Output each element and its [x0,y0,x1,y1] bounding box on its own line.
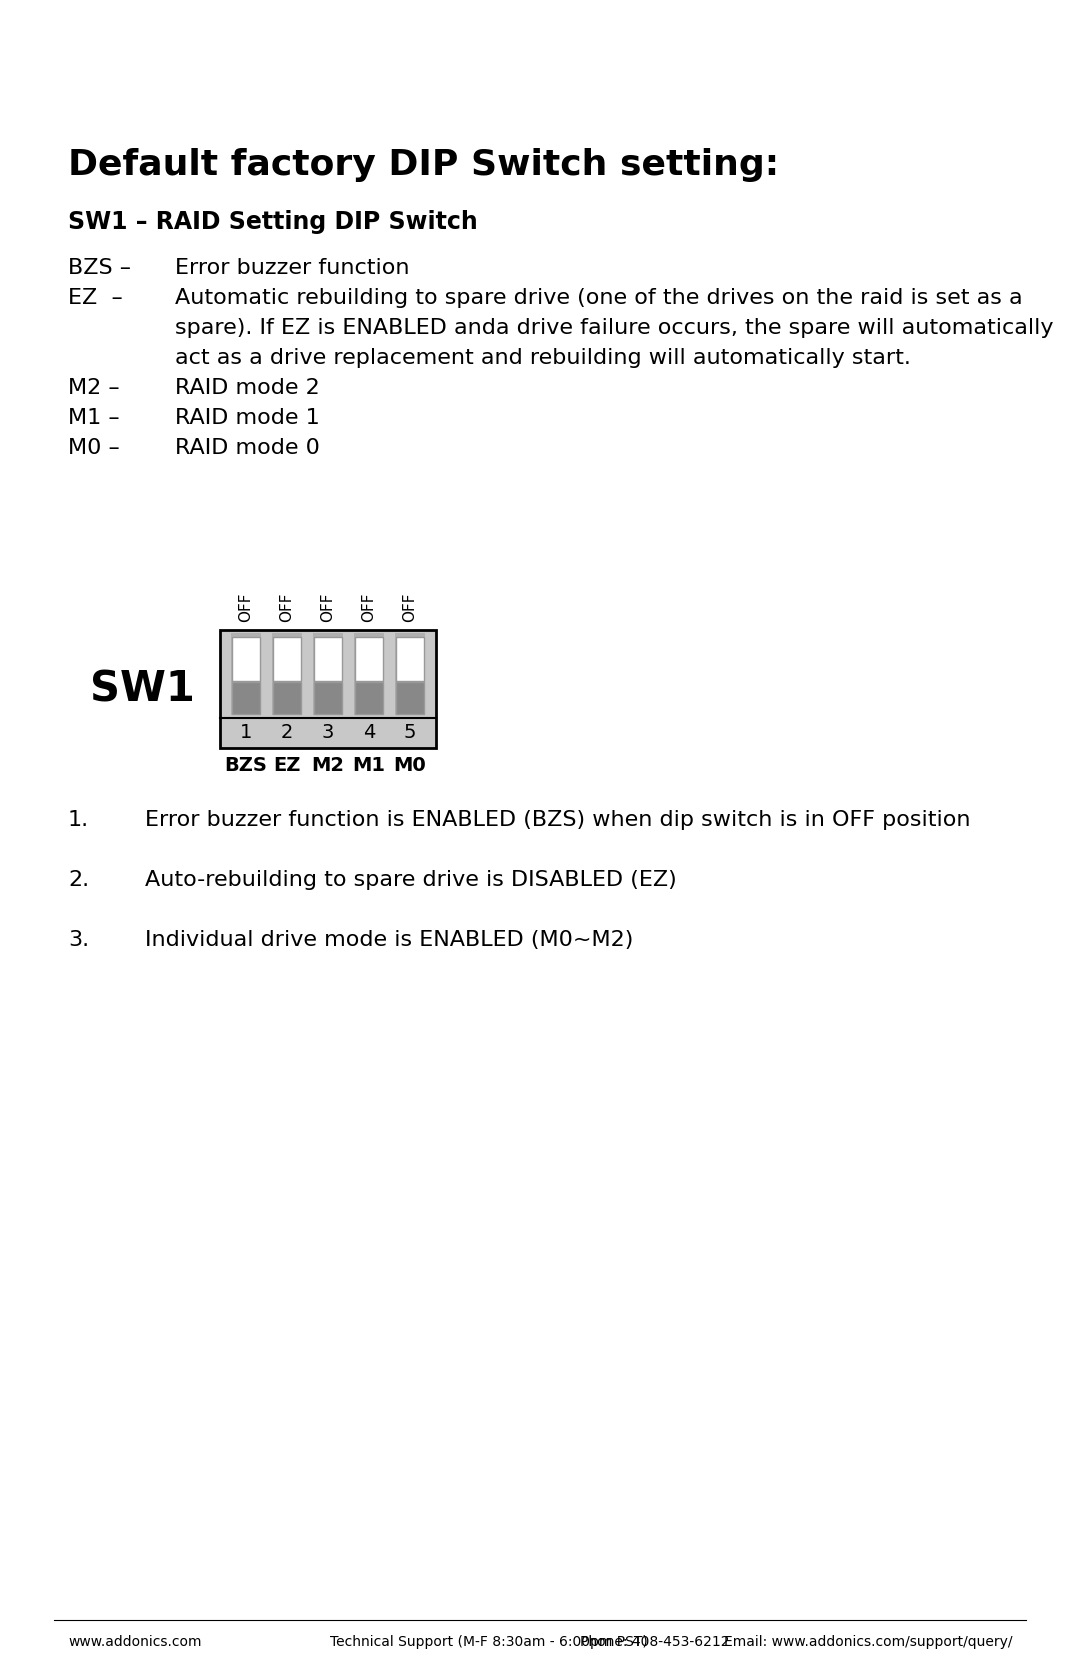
Bar [355,683,383,714]
Text: 5: 5 [404,723,416,743]
Text: OFF: OFF [239,592,254,623]
Text: www.addonics.com: www.addonics.com [68,1636,202,1649]
Bar [272,633,302,714]
Bar [273,638,301,681]
Text: M0: M0 [393,756,427,774]
Text: OFF: OFF [403,592,418,623]
Text: spare). If EZ is ENABLED anda drive failure occurs, the spare will automatically: spare). If EZ is ENABLED anda drive fail… [175,319,1053,339]
Text: M2: M2 [311,756,345,774]
Bar [231,633,261,714]
Text: 1.: 1. [68,809,90,829]
Text: Error buzzer function is ENABLED (BZS) when dip switch is in OFF position: Error buzzer function is ENABLED (BZS) w… [145,809,971,829]
Bar [232,638,260,681]
Text: 4: 4 [363,723,375,743]
Text: RAID mode 1: RAID mode 1 [175,407,320,427]
Text: 3: 3 [322,723,334,743]
Bar [314,683,342,714]
Text: Phone: 408-453-6212: Phone: 408-453-6212 [580,1636,729,1649]
Text: OFF: OFF [362,592,377,623]
Bar [220,629,436,748]
Text: EZ  –: EZ – [68,289,123,309]
Text: Technical Support (M-F 8:30am - 6:00pm PST): Technical Support (M-F 8:30am - 6:00pm P… [330,1636,648,1649]
Text: BZS –: BZS – [68,259,131,279]
Text: M0 –: M0 – [68,437,120,457]
Bar [314,638,342,681]
Bar [396,638,424,681]
Text: Automatic rebuilding to spare drive (one of the drives on the raid is set as a: Automatic rebuilding to spare drive (one… [175,289,1023,309]
Bar [273,683,301,714]
Text: Email: www.addonics.com/support/query/: Email: www.addonics.com/support/query/ [724,1636,1012,1649]
Text: 2: 2 [281,723,293,743]
Text: BZS: BZS [225,756,268,774]
Text: Individual drive mode is ENABLED (M0~M2): Individual drive mode is ENABLED (M0~M2) [145,930,633,950]
Text: RAID mode 2: RAID mode 2 [175,377,320,397]
Text: Auto-rebuilding to spare drive is DISABLED (EZ): Auto-rebuilding to spare drive is DISABL… [145,870,677,890]
Text: SW1 – RAID Setting DIP Switch: SW1 – RAID Setting DIP Switch [68,210,477,234]
Text: Error buzzer function: Error buzzer function [175,259,409,279]
Text: EZ: EZ [273,756,300,774]
Text: M1: M1 [352,756,386,774]
Bar [355,638,383,681]
Text: OFF: OFF [280,592,295,623]
Text: SW1: SW1 [90,668,195,709]
Text: 3.: 3. [68,930,90,950]
Bar [396,683,424,714]
Text: RAID mode 0: RAID mode 0 [175,437,320,457]
Text: M2 –: M2 – [68,377,120,397]
Text: M1 –: M1 – [68,407,120,427]
Text: act as a drive replacement and rebuilding will automatically start.: act as a drive replacement and rebuildin… [175,349,910,367]
Text: OFF: OFF [321,592,336,623]
Bar [232,683,260,714]
Text: Default factory DIP Switch setting:: Default factory DIP Switch setting: [68,149,779,182]
Bar [313,633,343,714]
Bar [354,633,384,714]
Bar [395,633,426,714]
Text: 1: 1 [240,723,253,743]
Text: 2.: 2. [68,870,90,890]
